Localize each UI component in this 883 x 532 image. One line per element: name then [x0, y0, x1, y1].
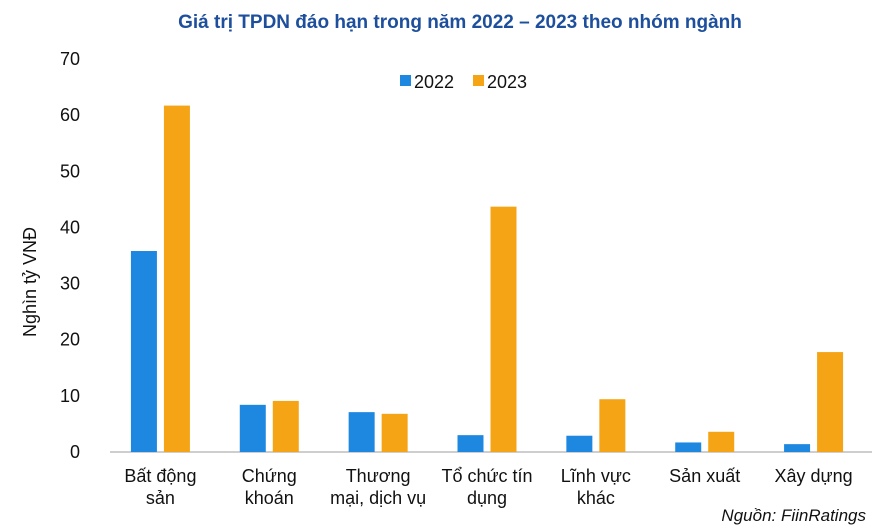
legend-label: 2023: [487, 72, 527, 92]
bar-2023: [708, 431, 735, 452]
x-tick-label: Thương mại, dịch vụ: [330, 466, 426, 508]
bar-2022: [457, 435, 484, 452]
bar-2023: [817, 352, 844, 452]
bar-2023: [490, 206, 517, 452]
legend-swatch-2023: [473, 75, 484, 86]
y-tick-label: 0: [70, 442, 80, 462]
y-tick-label: 10: [60, 386, 80, 406]
y-axis-label: Nghìn tỷ VNĐ: [20, 227, 40, 337]
legend-label: 2022: [414, 72, 454, 92]
y-tick-label: 50: [60, 161, 80, 181]
x-tick-label: Tổ chức tín dụng: [441, 466, 532, 508]
bar-2022: [348, 412, 375, 452]
x-tick-label: Bất động sản: [124, 466, 196, 508]
chart-title: Giá trị TPDN đáo hạn trong năm 2022 – 20…: [178, 12, 742, 33]
bar-2023: [272, 400, 299, 452]
bar-2022: [566, 435, 593, 452]
y-tick-label: 20: [60, 330, 80, 350]
x-tick-label: Lĩnh vực khác: [561, 466, 631, 508]
bar-2022: [130, 251, 157, 452]
bar-2022: [784, 444, 811, 452]
x-tick-label: Xây dựng: [775, 466, 853, 486]
legend-swatch-2022: [400, 75, 411, 86]
y-tick-label: 40: [60, 217, 80, 237]
bar-2023: [599, 399, 626, 452]
x-tick-label: Chứng khoán: [242, 466, 297, 508]
bar-2022: [239, 404, 266, 452]
y-tick-label: 70: [60, 49, 80, 69]
source-note: Nguồn: FiinRatings: [721, 506, 866, 525]
bar-2023: [381, 413, 408, 452]
y-tick-label: 30: [60, 274, 80, 294]
bar-2023: [163, 105, 190, 452]
bar-2022: [675, 442, 702, 452]
x-tick-label: Sản xuất: [669, 466, 740, 486]
y-tick-label: 60: [60, 105, 80, 125]
